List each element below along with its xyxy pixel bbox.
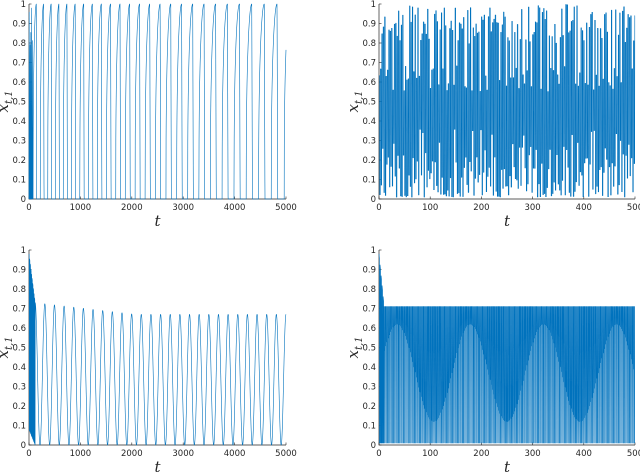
- x-tick-label: 200: [473, 449, 489, 459]
- y-tick-label: 0.6: [12, 324, 26, 334]
- y-tick-label: 0.7: [362, 59, 376, 69]
- y-tick-label: 0.7: [12, 305, 26, 315]
- y-tick-label: 0: [371, 195, 376, 205]
- x-tick-label: 0: [376, 449, 381, 459]
- y-tick-label: 0.3: [12, 383, 26, 393]
- x-tick-label: 4000: [224, 449, 246, 459]
- y-tick-label: 1: [21, 0, 26, 10]
- x-axis-label: t: [504, 212, 511, 230]
- y-tick-label: 0: [371, 441, 376, 451]
- y-axis-label: xt,1: [0, 336, 15, 358]
- x-tick-label: 2000: [121, 449, 143, 459]
- plot-bottom-left: 0 0.1 0.2 0.3 0.4 0.5 0.6 0.7 0.8 0.9 1 0 1000 2000 30…: [0, 246, 297, 475]
- x-tick-label: 400: [576, 203, 592, 213]
- y-tick-label: 0.3: [362, 383, 376, 393]
- x-tick-label: 100: [422, 449, 438, 459]
- x-tick-label: 500: [627, 449, 640, 459]
- y-tick-label: 0.5: [12, 344, 26, 354]
- y-tick-label: 0.2: [362, 402, 376, 412]
- y-tick-label: 0.9: [362, 266, 376, 276]
- series-line: [378, 4, 636, 198]
- x-tick-label: 200: [473, 203, 489, 213]
- y-tick-label: 0.1: [12, 422, 26, 432]
- y-tick-label: 0.8: [362, 285, 376, 295]
- y-tick-label: 0.3: [12, 137, 26, 147]
- y-axis-label: xt,1: [344, 336, 365, 358]
- y-tick-label: 0.8: [12, 285, 26, 295]
- y-tick-label: 0.4: [362, 363, 376, 373]
- y-tick-label: 0.9: [12, 20, 26, 30]
- series-line: [28, 3, 287, 200]
- x-axis-label: t: [154, 212, 161, 230]
- y-tick-label: 0.4: [12, 117, 26, 127]
- x-tick-label: 5000: [275, 203, 297, 213]
- x-tick-label: 300: [524, 449, 540, 459]
- y-tick-label: 0.8: [362, 39, 376, 49]
- x-tick-label: 1000: [70, 449, 92, 459]
- y-tick-label: 0.2: [12, 402, 26, 412]
- series-line: [28, 253, 287, 446]
- y-tick-label: 1: [21, 246, 26, 256]
- x-tick-label: 400: [576, 449, 592, 459]
- y-tick-label: 0.6: [362, 78, 376, 88]
- plot-top-left: 0 0.1 0.2 0.3 0.4 0.5 0.6 0.7 0.8 0.9 1 0 1000 2000 30…: [0, 0, 297, 230]
- x-tick-label: 0: [26, 449, 31, 459]
- x-tick-label: 0: [376, 203, 381, 213]
- y-tick-label: 0.4: [12, 363, 26, 373]
- y-tick-label: 0: [21, 441, 26, 451]
- y-tick-label: 0.5: [12, 98, 26, 108]
- x-tick-label: 3000: [172, 203, 194, 213]
- y-tick-label: 1: [371, 0, 376, 10]
- y-tick-label: 0.6: [12, 78, 26, 88]
- y-tick-label: 0.4: [362, 117, 376, 127]
- x-tick-label: 500: [627, 203, 640, 213]
- y-tick-label: 0.1: [362, 176, 376, 186]
- y-tick-label: 0.9: [362, 20, 376, 30]
- x-tick-label: 4000: [224, 203, 246, 213]
- y-tick-label: 0.7: [12, 59, 26, 69]
- y-tick-label: 0.2: [12, 156, 26, 166]
- y-tick-label: 0.5: [362, 344, 376, 354]
- series-line: [378, 253, 636, 444]
- plot-bottom-right: 0 0.1 0.2 0.3 0.4 0.5 0.6 0.7 0.8 0.9 1 0 100 200 300 4…: [344, 246, 640, 475]
- y-tick-label: 0: [21, 195, 26, 205]
- y-tick-label: 0.5: [362, 98, 376, 108]
- y-tick-label: 0.3: [362, 137, 376, 147]
- y-tick-label: 0.1: [362, 422, 376, 432]
- y-axis-label: xt,1: [0, 90, 15, 112]
- x-axis-label: t: [154, 458, 161, 475]
- y-tick-label: 0.6: [362, 324, 376, 334]
- y-tick-label: 0.1: [12, 176, 26, 186]
- x-tick-label: 2000: [121, 203, 143, 213]
- y-tick-label: 0.9: [12, 266, 26, 276]
- x-tick-label: 5000: [275, 449, 297, 459]
- x-tick-label: 100: [422, 203, 438, 213]
- y-tick-label: 0.7: [362, 305, 376, 315]
- y-tick-label: 0.8: [12, 39, 26, 49]
- y-axis-label: xt,1: [344, 90, 365, 112]
- x-tick-label: 300: [524, 203, 540, 213]
- x-tick-label: 0: [26, 203, 31, 213]
- x-tick-label: 1000: [70, 203, 92, 213]
- y-tick-label: 0.2: [362, 156, 376, 166]
- plot-top-right: 0 0.1 0.2 0.3 0.4 0.5 0.6 0.7 0.8 0.9 1 0 100 200 300 4…: [344, 0, 640, 230]
- y-tick-label: 1: [371, 246, 376, 256]
- x-tick-label: 3000: [172, 449, 194, 459]
- x-axis-label: t: [504, 458, 511, 475]
